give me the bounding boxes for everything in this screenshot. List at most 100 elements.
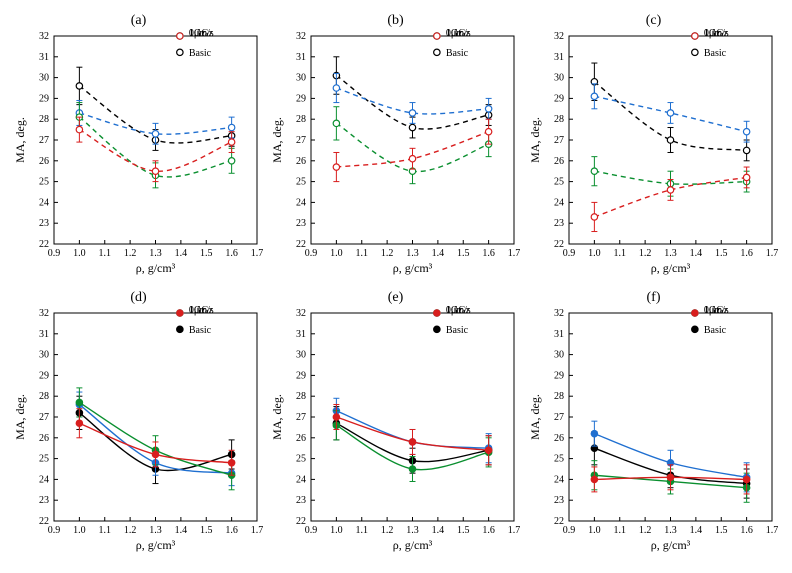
xtick-label: 1.1 — [99, 248, 112, 259]
data-point — [334, 120, 340, 126]
data-point — [410, 438, 416, 444]
xtick-label: 1.5 — [457, 248, 470, 259]
legend-marker-basic — [434, 326, 440, 332]
panel-c: (c)0.91.01.11.21.31.41.51.61.72223242526… — [525, 10, 782, 286]
panel-title: (c) — [645, 13, 661, 28]
xtick-label: 1.7 — [765, 248, 778, 259]
xtick-label: 1.0 — [330, 525, 343, 536]
panel-container-b: (b)0.91.01.11.21.31.41.51.61.72223242526… — [267, 10, 524, 287]
ytick-label: 26 — [39, 156, 49, 167]
ytick-label: 31 — [554, 52, 564, 63]
data-point — [667, 110, 673, 116]
ytick-label: 30 — [554, 349, 564, 360]
panel-title: (a) — [131, 13, 147, 28]
data-point — [152, 131, 158, 137]
xtick-label: 1.3 — [664, 525, 677, 536]
xtick-label: 1.7 — [508, 248, 521, 259]
data-point — [486, 447, 492, 453]
panel-container-d: (d)0.91.01.11.21.31.41.51.61.72223242526… — [10, 287, 267, 564]
data-point — [76, 83, 82, 89]
xtick-label: 0.9 — [562, 248, 575, 259]
x-axis-label: ρ, g/cm³ — [393, 261, 433, 275]
xtick-label: 1.1 — [613, 248, 626, 259]
legend-label-g1: 1Gz — [446, 305, 463, 316]
data-point — [410, 110, 416, 116]
panel-container-f: (f)0.91.01.11.21.31.41.51.61.72223242526… — [525, 287, 782, 564]
data-point — [410, 124, 416, 130]
ytick-label: 23 — [296, 218, 306, 229]
legend-marker-g1 — [691, 309, 697, 315]
xtick-label: 1.6 — [225, 248, 238, 259]
xtick-label: 1.5 — [715, 248, 728, 259]
ytick-label: 25 — [39, 453, 49, 464]
ytick-label: 24 — [39, 197, 49, 208]
data-point — [228, 139, 234, 145]
xtick-label: 0.9 — [48, 525, 61, 536]
legend-label-g1: 1Gz — [446, 28, 463, 39]
xtick-label: 1.5 — [457, 525, 470, 536]
xtick-label: 1.3 — [407, 525, 420, 536]
ytick-label: 26 — [296, 156, 306, 167]
y-axis-label: MA, deg. — [270, 117, 284, 163]
xtick-label: 1.1 — [356, 248, 369, 259]
legend-label-basic: Basic — [446, 48, 469, 59]
ytick-label: 27 — [554, 135, 564, 146]
ytick-label: 30 — [39, 349, 49, 360]
x-axis-label: ρ, g/cm³ — [136, 261, 176, 275]
legend-marker-basic — [177, 49, 183, 55]
ytick-label: 28 — [39, 114, 49, 125]
ytick-label: 32 — [296, 308, 306, 319]
xtick-label: 1.0 — [73, 248, 86, 259]
legend-label-g1: 1Gz — [189, 305, 206, 316]
ytick-label: 30 — [296, 349, 306, 360]
ytick-label: 27 — [296, 412, 306, 423]
panel-container-c: (c)0.91.01.11.21.31.41.51.61.72223242526… — [525, 10, 782, 287]
ytick-label: 23 — [554, 495, 564, 506]
xtick-label: 1.6 — [225, 525, 238, 536]
data-point — [334, 413, 340, 419]
ytick-label: 30 — [554, 73, 564, 84]
y-axis-label: MA, deg. — [13, 117, 27, 163]
xtick-label: 1.6 — [483, 248, 496, 259]
chart-grid: (a) 0.9 1.0 1.1 1.2 1.3 1.4 1.5 1.6 1.7 22 23 24 25 26… — [10, 10, 782, 563]
ytick-label: 29 — [296, 93, 306, 104]
data-point — [743, 128, 749, 134]
data-point — [334, 164, 340, 170]
ytick-label: 24 — [296, 474, 306, 485]
xtick-label: 1.2 — [124, 248, 137, 259]
xtick-label: 1.0 — [588, 248, 601, 259]
legend-label-basic: Basic — [446, 324, 469, 335]
xtick-label: 1.4 — [689, 525, 702, 536]
xtick-label: 1.4 — [689, 248, 702, 259]
x-axis-label: ρ, g/cm³ — [393, 538, 433, 552]
panel-e: (e)0.91.01.11.21.31.41.51.61.72223242526… — [267, 287, 524, 563]
xtick-label: 1.3 — [407, 248, 420, 259]
legend-marker-g1 — [434, 33, 440, 39]
ytick-label: 25 — [554, 177, 564, 188]
panel-title: (e) — [388, 290, 404, 305]
ytick-label: 24 — [39, 474, 49, 485]
xtick-label: 1.0 — [330, 248, 343, 259]
legend-marker-g1 — [177, 309, 183, 315]
xtick-label: 1.2 — [381, 248, 394, 259]
panel-title: (f) — [646, 290, 660, 305]
xtick-label: 1.0 — [73, 525, 86, 536]
panel-a: (a)0.91.01.11.21.31.41.51.61.72223242526… — [10, 10, 267, 286]
ytick-label: 25 — [39, 177, 49, 188]
ytick-label: 27 — [39, 135, 49, 146]
xtick-label: 1.2 — [381, 525, 394, 536]
data-point — [591, 214, 597, 220]
data-point — [667, 137, 673, 143]
ytick-label: 29 — [39, 93, 49, 104]
xtick-label: 0.9 — [305, 248, 318, 259]
data-point — [152, 168, 158, 174]
y-axis-label: MA, deg. — [270, 394, 284, 440]
ytick-label: 32 — [296, 31, 306, 42]
data-point — [591, 168, 597, 174]
panel-f: (f)0.91.01.11.21.31.41.51.61.72223242526… — [525, 287, 782, 563]
data-point — [334, 85, 340, 91]
xtick-label: 1.1 — [356, 525, 369, 536]
ytick-label: 22 — [554, 516, 564, 527]
y-axis-label: MA, deg. — [528, 394, 542, 440]
ytick-label: 27 — [554, 412, 564, 423]
